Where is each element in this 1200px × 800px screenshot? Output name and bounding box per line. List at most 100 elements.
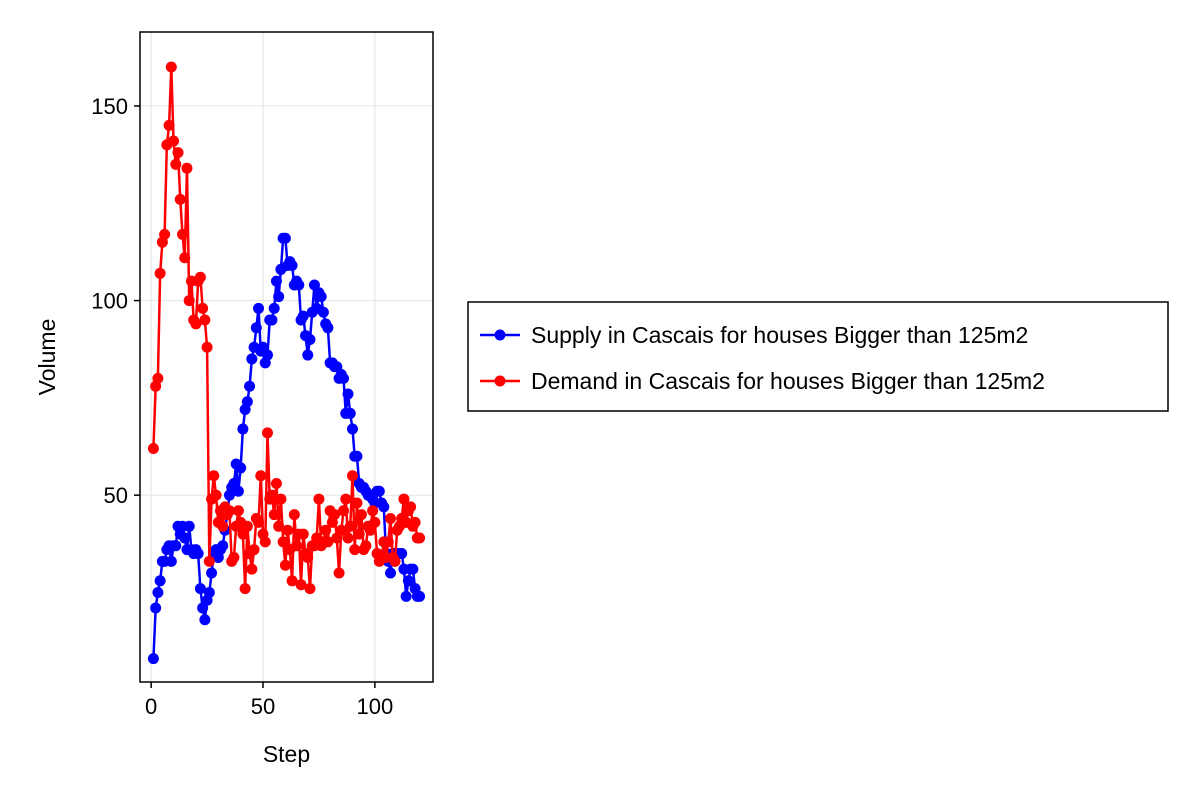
data-point <box>304 333 316 345</box>
data-point <box>235 462 247 474</box>
y-tick-label: 150 <box>91 94 128 119</box>
data-point <box>400 590 412 602</box>
data-point <box>396 548 408 560</box>
data-point <box>208 470 220 482</box>
data-point <box>190 318 202 330</box>
series-2 <box>147 61 426 595</box>
data-point <box>199 614 211 626</box>
axes: 0 50 100 50 100 150 <box>91 94 393 719</box>
data-point <box>355 509 367 521</box>
data-point <box>291 540 303 552</box>
data-point <box>152 586 164 598</box>
data-point <box>179 532 191 544</box>
data-point <box>172 147 184 159</box>
data-point <box>241 396 253 408</box>
data-point <box>194 271 206 283</box>
data-point <box>248 544 260 556</box>
data-point <box>282 524 294 536</box>
data-point <box>223 505 235 517</box>
data-point <box>250 322 262 334</box>
data-point <box>342 388 354 400</box>
data-point <box>313 493 325 505</box>
data-point <box>168 135 180 147</box>
data-point <box>206 567 218 579</box>
data-point <box>176 228 188 240</box>
data-point <box>333 567 345 579</box>
data-point <box>237 423 249 435</box>
data-point <box>197 302 209 314</box>
legend-label: Demand in Cascais for houses Bigger than… <box>531 368 1045 394</box>
data-point <box>201 341 213 353</box>
data-point <box>414 590 426 602</box>
data-point <box>246 563 258 575</box>
data-point <box>253 516 265 528</box>
data-point <box>344 520 356 532</box>
data-point <box>279 232 291 244</box>
data-point <box>367 505 379 517</box>
data-point <box>174 193 186 205</box>
data-point <box>165 555 177 567</box>
data-point <box>317 306 329 318</box>
data-point <box>369 516 381 528</box>
series-layer <box>147 61 426 665</box>
data-point <box>199 314 211 326</box>
legend: Supply in Cascais for houses Bigger than… <box>467 301 1169 412</box>
data-point <box>329 509 341 521</box>
data-point <box>217 540 229 552</box>
data-point <box>203 586 215 598</box>
data-point <box>275 493 287 505</box>
data-point <box>360 540 372 552</box>
data-point <box>286 575 298 587</box>
data-point <box>181 162 193 174</box>
data-point <box>194 583 206 595</box>
data-point <box>351 450 363 462</box>
data-point <box>261 427 273 439</box>
data-point <box>346 470 358 482</box>
data-point <box>320 524 332 536</box>
data-point <box>338 505 350 517</box>
data-point <box>402 575 414 587</box>
data-point <box>261 349 273 361</box>
data-point <box>217 520 229 532</box>
legend-label: Supply in Cascais for houses Bigger than… <box>531 322 1028 348</box>
plot-frame <box>139 31 434 683</box>
data-point <box>315 291 327 303</box>
data-point <box>159 228 171 240</box>
data-point <box>170 540 182 552</box>
data-point <box>183 295 195 307</box>
series-1 <box>147 232 426 665</box>
data-point <box>246 353 258 365</box>
data-point <box>232 485 244 497</box>
legend-swatch-marker <box>494 375 506 387</box>
data-point <box>273 520 285 532</box>
data-point <box>405 501 417 513</box>
data-point <box>232 505 244 517</box>
data-point <box>389 555 401 567</box>
y-tick-label: 100 <box>91 289 128 314</box>
x-tick-label: 50 <box>251 694 275 719</box>
x-axis-title: Step <box>263 741 310 767</box>
data-point <box>268 509 280 521</box>
data-point <box>266 489 278 501</box>
y-tick-label: 50 <box>104 483 128 508</box>
data-point <box>170 158 182 170</box>
x-tick-label: 100 <box>356 694 393 719</box>
data-point <box>152 372 164 384</box>
legend-box <box>467 301 1169 412</box>
data-point <box>398 493 410 505</box>
data-point <box>228 551 240 563</box>
data-point <box>409 516 421 528</box>
data-point <box>277 536 289 548</box>
x-tick-label: 0 <box>145 694 157 719</box>
data-point <box>385 567 397 579</box>
data-point <box>203 555 215 567</box>
data-point <box>340 493 352 505</box>
data-point <box>268 302 280 314</box>
data-point <box>253 302 265 314</box>
data-point <box>259 536 271 548</box>
data-point <box>322 322 334 334</box>
data-point <box>322 536 334 548</box>
data-point <box>147 442 159 454</box>
data-point <box>150 602 162 614</box>
